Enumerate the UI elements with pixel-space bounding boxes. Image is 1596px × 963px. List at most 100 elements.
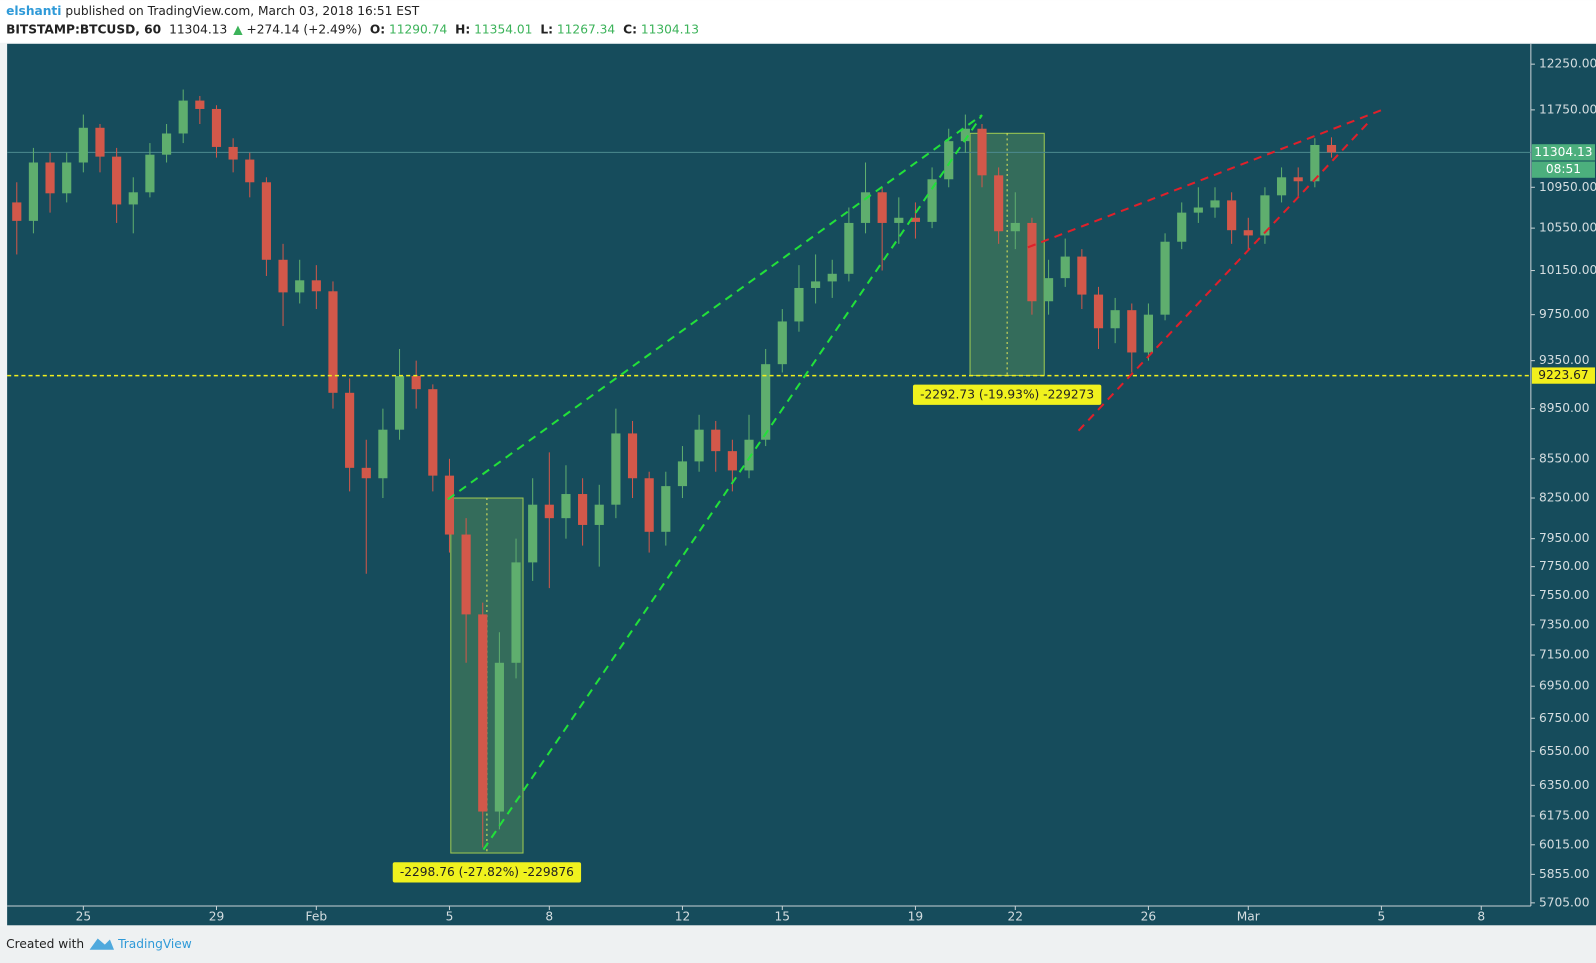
- c-label: C:: [623, 22, 637, 36]
- candle-body: [478, 614, 488, 812]
- candle-body: [1227, 200, 1237, 231]
- candle-body: [78, 127, 88, 163]
- o-value: 11290.74: [389, 22, 447, 36]
- candle-body: [661, 486, 671, 532]
- candle-body: [1043, 278, 1054, 302]
- y-tick-label: 7950.00: [1539, 531, 1589, 545]
- y-tick-label: 9350.00: [1539, 353, 1589, 367]
- l-value: 11267.34: [557, 22, 615, 36]
- candle-body: [62, 162, 72, 194]
- candle-body: [644, 478, 654, 532]
- h-label: H:: [455, 22, 470, 36]
- countdown-label-bg: [1531, 161, 1595, 178]
- trendline: [447, 114, 983, 501]
- candle-body: [794, 287, 804, 322]
- last: 11304.13: [169, 22, 227, 36]
- candle-body: [827, 273, 837, 282]
- y-tick-label: 6015.00: [1539, 837, 1589, 851]
- symbol-line: BITSTAMP:BTCUSD, 60 11304.13 ▲ +274.14 (…: [6, 22, 699, 36]
- y-tick-label: 8250.00: [1539, 491, 1589, 505]
- range-label-bg: [912, 384, 1102, 405]
- x-tick-label: 8: [545, 910, 553, 924]
- candle-body: [1193, 207, 1203, 213]
- candle-body: [1077, 256, 1087, 295]
- symbol: BITSTAMP:BTCUSD, 60: [6, 22, 161, 36]
- candle-body: [145, 154, 155, 193]
- y-tick-label: 7550.00: [1539, 588, 1589, 602]
- candle-body: [761, 364, 771, 440]
- candle-body: [361, 467, 371, 479]
- x-tick-label: 5: [446, 910, 454, 924]
- x-tick-label: 12: [675, 910, 691, 924]
- range-label-text: -2292.73 (-19.93%) -229273: [920, 387, 1094, 401]
- x-tick-label: 29: [209, 910, 225, 924]
- candle-body: [627, 433, 638, 479]
- candle-body: [1210, 200, 1220, 208]
- footer-brand[interactable]: TradingView: [117, 937, 192, 951]
- candle-body: [461, 534, 471, 615]
- candle-body: [927, 179, 937, 222]
- y-tick-label: 7150.00: [1539, 648, 1589, 662]
- candle-body: [12, 202, 22, 221]
- countdown-label: 08:51: [1546, 162, 1581, 176]
- candle-body: [1010, 222, 1020, 232]
- x-tick-label: 5: [1378, 910, 1386, 924]
- author[interactable]: elshanti: [6, 4, 61, 18]
- candle-body: [944, 141, 954, 180]
- y-tick-label: 12250.00: [1539, 57, 1596, 71]
- y-tick-label: 7350.00: [1539, 617, 1589, 631]
- x-tick-label: 26: [1141, 910, 1157, 924]
- trendline: [1027, 108, 1383, 249]
- h-value: 11354.01: [474, 22, 532, 36]
- candle-body: [511, 562, 521, 663]
- candle-body: [28, 162, 38, 221]
- x-tick-label: Feb: [306, 910, 328, 924]
- last-price-label: 11304.13: [1534, 145, 1592, 159]
- candle-body: [128, 192, 138, 205]
- candle-body: [844, 222, 854, 274]
- y-tick-label: 10150.00: [1539, 263, 1596, 277]
- horizontal-line-label: 9223.67: [1538, 368, 1588, 382]
- candle-body: [811, 281, 821, 288]
- candle-body: [1177, 212, 1187, 242]
- x-tick-label: 22: [1008, 910, 1024, 924]
- last-price-label-bg: [1531, 144, 1595, 161]
- candle-body: [694, 429, 704, 462]
- candle-body: [211, 108, 222, 147]
- footer-bg: [0, 926, 1596, 963]
- candle-body: [161, 133, 172, 155]
- candle-body: [528, 504, 538, 563]
- candle-body: [394, 376, 405, 430]
- candle-body: [1276, 177, 1287, 196]
- candle-body: [1110, 310, 1120, 329]
- chart-panel: [7, 43, 1596, 926]
- candle-body: [1160, 241, 1170, 315]
- candle-body: [744, 439, 754, 471]
- candle-body: [112, 156, 122, 205]
- y-tick-label: 5705.00: [1539, 895, 1589, 909]
- range-label-bg: [392, 862, 582, 883]
- candle-body: [311, 280, 321, 292]
- candle-body: [245, 159, 255, 183]
- candle-body: [611, 433, 621, 505]
- plot: 12250.00 11750.00 10950.00 10550.00 10150.00…: [7, 57, 1596, 924]
- candle-body: [1143, 314, 1154, 353]
- candle-body: [1060, 256, 1070, 279]
- o-label: O:: [370, 22, 385, 36]
- candle-body: [95, 127, 105, 157]
- range-label-text: -2298.76 (-27.82%) -229876: [400, 865, 574, 879]
- candle-body: [1243, 230, 1253, 236]
- header-line: elshanti published on TradingView.com, M…: [6, 4, 420, 18]
- candle-body: [977, 128, 987, 176]
- y-tick-label: 10550.00: [1539, 221, 1596, 235]
- y-tick-label: 5855.00: [1539, 867, 1589, 881]
- candle-body: [910, 217, 921, 222]
- range-label: -2292.73 (-19.93%) -229273: [912, 384, 1102, 405]
- candle-body: [278, 259, 288, 293]
- l-label: L:: [540, 22, 553, 36]
- candle-body: [1093, 294, 1104, 329]
- candle-body: [195, 100, 205, 109]
- candle-body: [877, 192, 887, 223]
- candle-body: [1326, 145, 1337, 153]
